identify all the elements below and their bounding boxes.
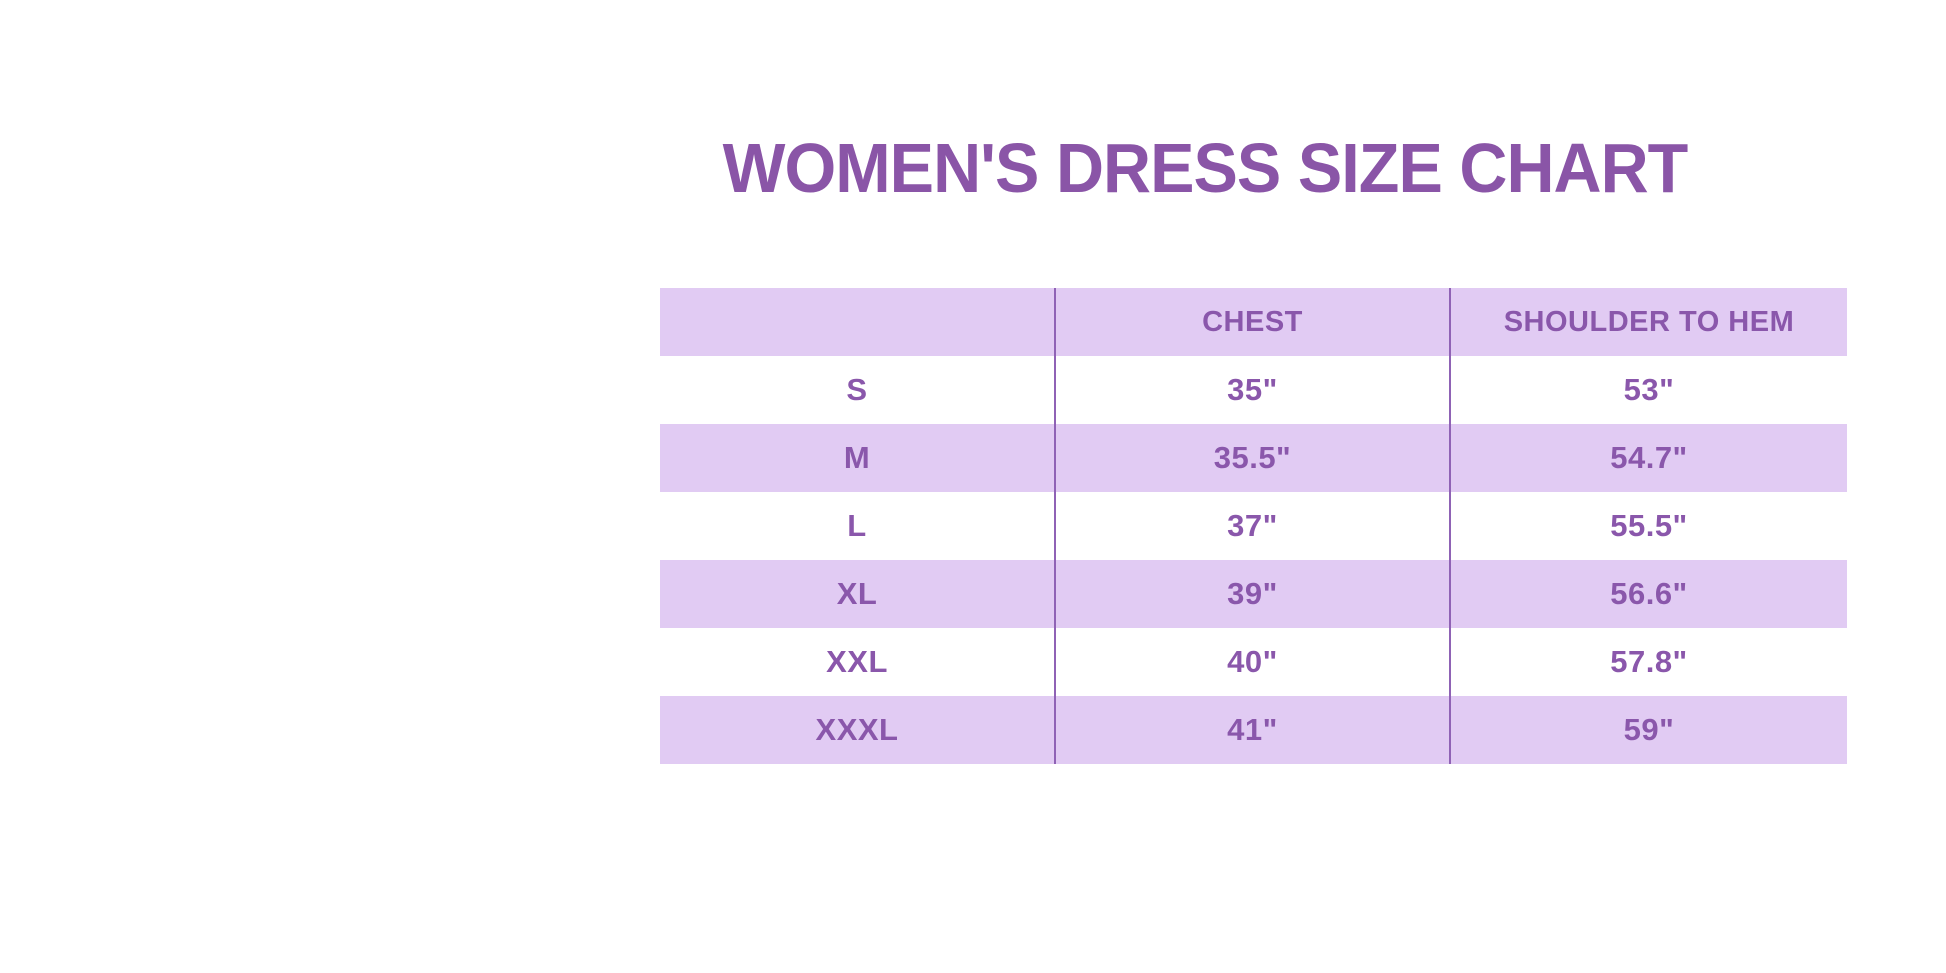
shoulder-to-hem-cell: 59" [1449,696,1847,764]
column-header-size [660,288,1054,356]
chest-cell: 35.5" [1054,424,1449,492]
chest-cell: 35" [1054,356,1449,424]
size-cell: XL [836,576,878,611]
size-cell: XXL [826,644,888,679]
shoulder-to-hem-cell: 55.5" [1449,492,1847,560]
size-chart-table: CHEST SHOULDER TO HEM S 35" 53" M 35.5" … [660,288,1847,764]
chest-cell: 37" [1054,492,1449,560]
shoulder-to-hem-cell: 56.6" [1449,560,1847,628]
shoulder-to-hem-cell: 53" [1449,356,1847,424]
size-cell: L [847,508,867,543]
table-header-row: CHEST SHOULDER TO HEM [660,288,1847,356]
size-cell: M [843,440,871,475]
chest-cell: 40" [1054,628,1449,696]
table-row-xl: XL 39" 56.6" [660,560,1847,628]
shoulder-to-hem-cell: 54.7" [1449,424,1847,492]
column-header-shoulder-to-hem: SHOULDER TO HEM [1449,288,1847,356]
chest-cell: 41" [1054,696,1449,764]
table-row-s: S 35" 53" [660,356,1847,424]
column-header-chest: CHEST [1054,288,1449,356]
size-cell: S [846,372,868,407]
table-row-m: M 35.5" 54.7" [660,424,1847,492]
table-row-xxxl: XXXL 41" 59" [660,696,1847,764]
table-row-xxl: XXL 40" 57.8" [660,628,1847,696]
table-row-l: L 37" 55.5" [660,492,1847,560]
chest-cell: 39" [1054,560,1449,628]
page-title: WOMEN'S DRESS SIZE CHART [722,128,1689,207]
shoulder-to-hem-cell: 57.8" [1449,628,1847,696]
size-cell: XXXL [815,712,899,747]
